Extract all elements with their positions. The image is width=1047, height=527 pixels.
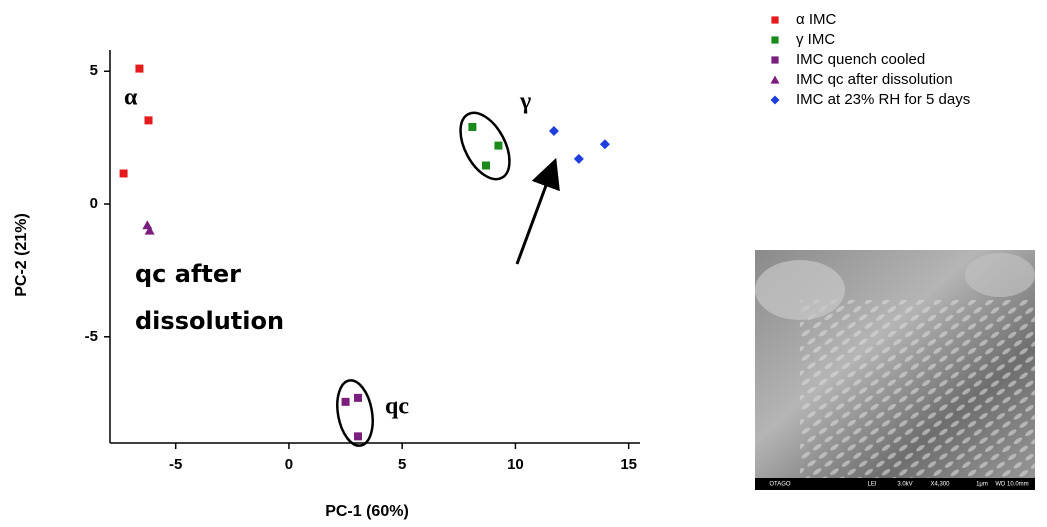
point [135, 65, 143, 73]
point [494, 142, 502, 150]
y-tick-label: 0 [90, 195, 98, 212]
inset-caption: 3.0kV [897, 482, 912, 488]
point [482, 162, 490, 170]
point [600, 139, 610, 149]
legend-label: IMC qc after dissolution [796, 71, 953, 88]
chart: α γ qc qc after dissolution PC-1 (60%) P… [0, 0, 1047, 527]
legend-marker [771, 36, 778, 43]
y-tick-label: 5 [90, 62, 98, 79]
arrow [517, 172, 551, 264]
annotation: dissolution [135, 307, 284, 335]
legend-label: IMC at 23% RH for 5 days [796, 91, 970, 108]
legend-marker [771, 56, 778, 63]
legend-label: γ IMC [796, 31, 835, 48]
legend-marker [771, 96, 780, 105]
y-tick-label: -5 [85, 328, 98, 345]
legend-marker [771, 76, 780, 84]
annotation: qc [385, 394, 409, 420]
inset-caption: OTAGO [769, 482, 791, 488]
annotation: α [124, 85, 138, 111]
legend-label: α IMC [796, 11, 837, 28]
inset-caption: LEI [867, 482, 876, 488]
point [342, 398, 350, 406]
annotation: γ [519, 89, 531, 115]
point [468, 123, 476, 131]
inset-caption: WD 10.0mm [995, 482, 1028, 488]
point [549, 126, 559, 136]
x-tick-label: 0 [285, 456, 293, 473]
x-tick-label: 5 [398, 456, 406, 473]
legend-marker [771, 16, 778, 23]
x-tick-label: 10 [507, 456, 524, 473]
point [354, 394, 362, 402]
y-axis-label: PC-2 (21%) [13, 213, 30, 297]
point [145, 116, 153, 124]
annotation: qc after [135, 260, 241, 288]
inset-caption: 1μm [976, 482, 988, 488]
x-tick-label: -5 [169, 456, 182, 473]
group-ellipse [450, 105, 519, 187]
point [574, 154, 584, 164]
sem-inset [755, 250, 1035, 490]
x-axis-label: PC-1 (60%) [325, 503, 409, 520]
point [120, 169, 128, 177]
point [354, 432, 362, 440]
x-tick-label: 15 [620, 456, 637, 473]
inset-caption: X4,300 [930, 482, 950, 488]
legend-label: IMC quench cooled [796, 51, 925, 68]
